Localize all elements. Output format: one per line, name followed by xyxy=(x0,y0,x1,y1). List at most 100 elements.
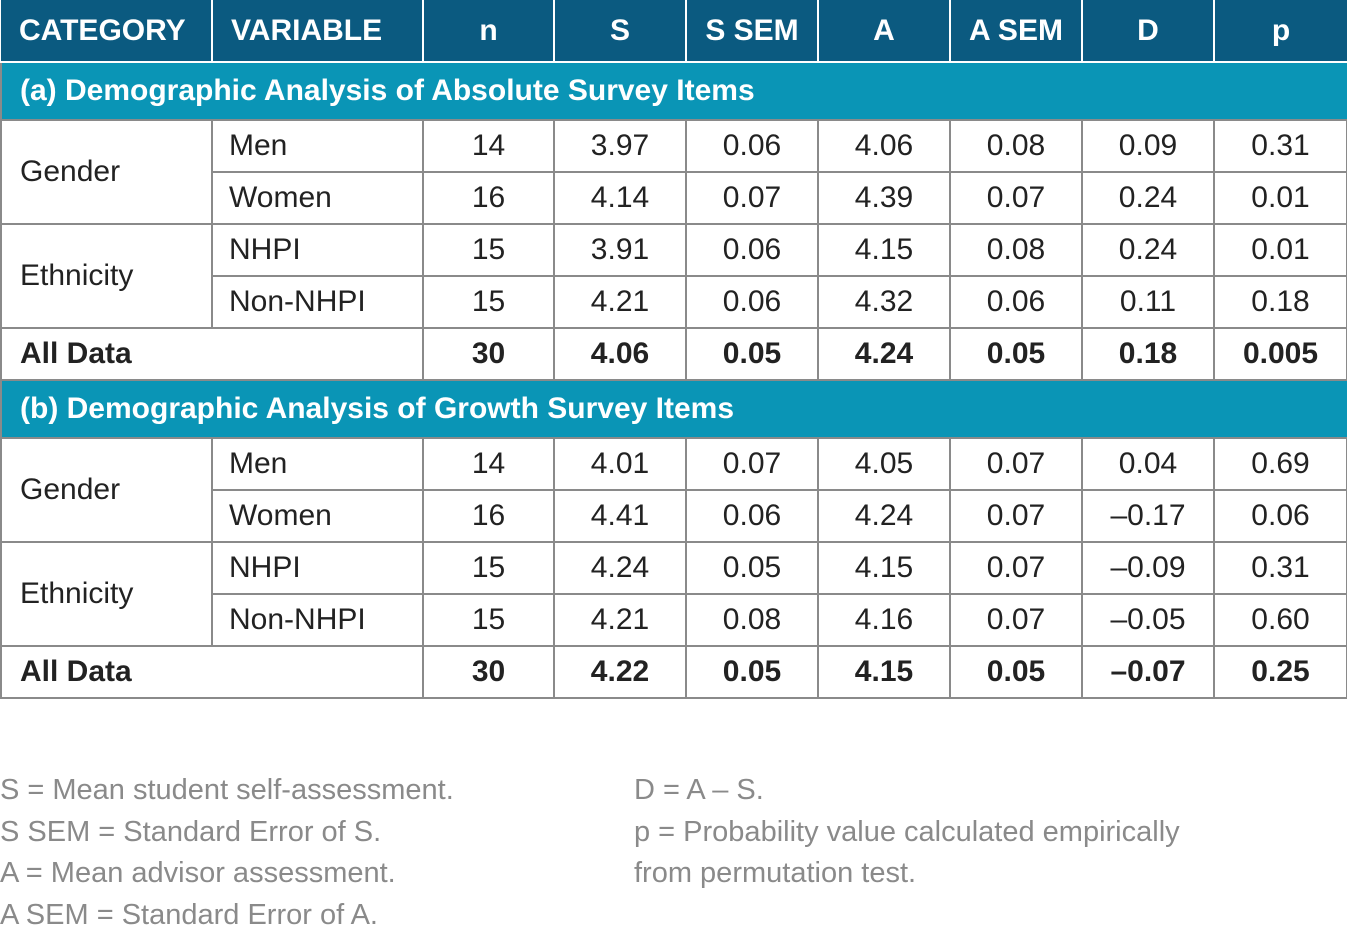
column-header-n: n xyxy=(423,0,554,62)
a-sem-cell: 0.05 xyxy=(950,646,1082,698)
category-cell: Ethnicity xyxy=(1,224,212,328)
d-cell: 0.24 xyxy=(1082,172,1214,224)
s-cell: 4.01 xyxy=(554,438,686,490)
a-cell: 4.15 xyxy=(818,646,950,698)
a-cell: 4.32 xyxy=(818,276,950,328)
d-cell: –0.17 xyxy=(1082,490,1214,542)
category-cell: Gender xyxy=(1,438,212,542)
s-cell: 3.97 xyxy=(554,120,686,172)
n-cell: 16 xyxy=(423,490,554,542)
p-cell: 0.60 xyxy=(1214,594,1347,646)
all-data-label: All Data xyxy=(1,328,423,380)
s-sem-cell: 0.05 xyxy=(686,646,818,698)
s-cell: 4.06 xyxy=(554,328,686,380)
d-cell: 0.11 xyxy=(1082,276,1214,328)
variable-cell: Non-NHPI xyxy=(212,594,423,646)
all-data-row: All Data 30 4.06 0.05 4.24 0.05 0.18 0.0… xyxy=(1,328,1347,380)
table-row: Gender Men 14 4.01 0.07 4.05 0.07 0.04 0… xyxy=(1,438,1347,490)
variable-cell: Men xyxy=(212,438,423,490)
s-sem-cell: 0.06 xyxy=(686,224,818,276)
s-sem-cell: 0.05 xyxy=(686,328,818,380)
s-cell: 4.21 xyxy=(554,594,686,646)
a-sem-cell: 0.08 xyxy=(950,224,1082,276)
category-cell: Gender xyxy=(1,120,212,224)
footnote-p: p = Probability value calculated empiric… xyxy=(634,812,1334,854)
a-cell: 4.05 xyxy=(818,438,950,490)
footnotes-left-column: S = Mean student self-assessment. S SEM … xyxy=(0,770,620,936)
a-cell: 4.15 xyxy=(818,224,950,276)
footnote-a: A = Mean advisor assessment. xyxy=(0,853,620,895)
variable-cell: Men xyxy=(212,120,423,172)
a-sem-cell: 0.07 xyxy=(950,490,1082,542)
footnote-d: D = A – S. xyxy=(634,770,1334,812)
variable-cell: Women xyxy=(212,490,423,542)
p-cell: 0.005 xyxy=(1214,328,1347,380)
s-sem-cell: 0.06 xyxy=(686,490,818,542)
d-cell: –0.05 xyxy=(1082,594,1214,646)
footnote-p-continued: from permutation test. xyxy=(634,853,1334,895)
d-cell: 0.04 xyxy=(1082,438,1214,490)
d-cell: 0.09 xyxy=(1082,120,1214,172)
a-sem-cell: 0.07 xyxy=(950,438,1082,490)
variable-cell: Non-NHPI xyxy=(212,276,423,328)
variable-cell: NHPI xyxy=(212,542,423,594)
n-cell: 15 xyxy=(423,276,554,328)
d-cell: 0.24 xyxy=(1082,224,1214,276)
demographic-analysis-table: CATEGORY VARIABLE n S S SEM A A SEM D p … xyxy=(0,0,1347,699)
p-cell: 0.18 xyxy=(1214,276,1347,328)
a-sem-cell: 0.08 xyxy=(950,120,1082,172)
table-row: Gender Men 14 3.97 0.06 4.06 0.08 0.09 0… xyxy=(1,120,1347,172)
s-sem-cell: 0.07 xyxy=(686,438,818,490)
n-cell: 15 xyxy=(423,594,554,646)
all-data-label: All Data xyxy=(1,646,423,698)
column-header-a-sem: A SEM xyxy=(950,0,1082,62)
a-cell: 4.06 xyxy=(818,120,950,172)
variable-cell: Women xyxy=(212,172,423,224)
p-cell: 0.31 xyxy=(1214,120,1347,172)
a-sem-cell: 0.05 xyxy=(950,328,1082,380)
n-cell: 15 xyxy=(423,224,554,276)
category-cell: Ethnicity xyxy=(1,542,212,646)
s-sem-cell: 0.07 xyxy=(686,172,818,224)
a-cell: 4.39 xyxy=(818,172,950,224)
a-sem-cell: 0.07 xyxy=(950,594,1082,646)
header-row: CATEGORY VARIABLE n S S SEM A A SEM D p xyxy=(1,0,1347,62)
column-header-a: A xyxy=(818,0,950,62)
s-sem-cell: 0.06 xyxy=(686,120,818,172)
section-title-absolute: (a) Demographic Analysis of Absolute Sur… xyxy=(1,62,1347,120)
column-header-p: p xyxy=(1214,0,1347,62)
s-cell: 4.14 xyxy=(554,172,686,224)
p-cell: 0.31 xyxy=(1214,542,1347,594)
all-data-row: All Data 30 4.22 0.05 4.15 0.05 –0.07 0.… xyxy=(1,646,1347,698)
column-header-s: S xyxy=(554,0,686,62)
section-header-row: (a) Demographic Analysis of Absolute Sur… xyxy=(1,62,1347,120)
p-cell: 0.06 xyxy=(1214,490,1347,542)
table-row: Ethnicity NHPI 15 3.91 0.06 4.15 0.08 0.… xyxy=(1,224,1347,276)
footnotes-right-column: D = A – S. p = Probability value calcula… xyxy=(634,770,1334,895)
section-header-row: (b) Demographic Analysis of Growth Surve… xyxy=(1,380,1347,438)
variable-cell: NHPI xyxy=(212,224,423,276)
a-sem-cell: 0.06 xyxy=(950,276,1082,328)
s-cell: 4.22 xyxy=(554,646,686,698)
column-header-variable: VARIABLE xyxy=(212,0,423,62)
column-header-s-sem: S SEM xyxy=(686,0,818,62)
n-cell: 16 xyxy=(423,172,554,224)
n-cell: 14 xyxy=(423,120,554,172)
d-cell: 0.18 xyxy=(1082,328,1214,380)
s-sem-cell: 0.08 xyxy=(686,594,818,646)
d-cell: –0.07 xyxy=(1082,646,1214,698)
s-cell: 4.41 xyxy=(554,490,686,542)
column-header-category: CATEGORY xyxy=(1,0,212,62)
n-cell: 14 xyxy=(423,438,554,490)
a-sem-cell: 0.07 xyxy=(950,542,1082,594)
p-cell: 0.01 xyxy=(1214,172,1347,224)
footnote-s-sem: S SEM = Standard Error of S. xyxy=(0,812,620,854)
column-header-d: D xyxy=(1082,0,1214,62)
table-row: Ethnicity NHPI 15 4.24 0.05 4.15 0.07 –0… xyxy=(1,542,1347,594)
section-title-growth: (b) Demographic Analysis of Growth Surve… xyxy=(1,380,1347,438)
d-cell: –0.09 xyxy=(1082,542,1214,594)
s-cell: 4.21 xyxy=(554,276,686,328)
s-cell: 4.24 xyxy=(554,542,686,594)
a-cell: 4.15 xyxy=(818,542,950,594)
n-cell: 30 xyxy=(423,328,554,380)
